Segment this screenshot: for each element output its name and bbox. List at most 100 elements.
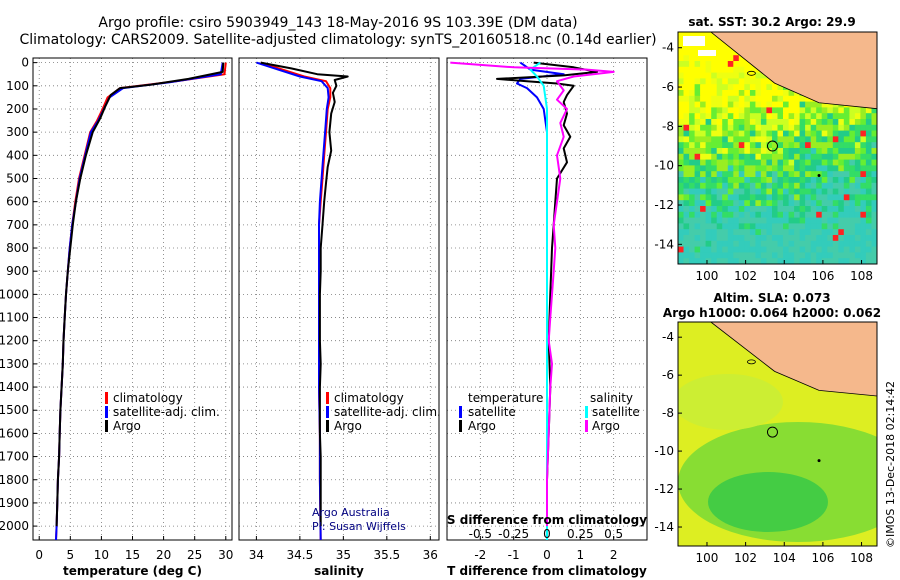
sst-pixel — [738, 90, 745, 97]
sst-pixel — [749, 113, 756, 120]
legend-swatch — [105, 392, 108, 404]
sst-pixel — [810, 136, 817, 143]
sst-pixel — [689, 142, 696, 149]
x-tick-label: 34.5 — [287, 548, 314, 562]
sst-pixel — [727, 124, 734, 132]
y-tick-label: 1500 — [0, 403, 29, 417]
sst-pixel — [783, 235, 789, 242]
sst-pixel — [854, 240, 861, 248]
sst-pixel — [805, 182, 812, 190]
sst-pixel — [772, 188, 778, 195]
sst-pixel — [749, 223, 756, 230]
sst-pixel — [760, 72, 767, 79]
sst-pixel — [772, 142, 778, 149]
sst-pixel — [832, 107, 839, 114]
sst-pixel — [689, 119, 696, 126]
sst-pixel — [854, 252, 861, 259]
sst-pixel — [794, 258, 801, 264]
sst-pixel — [705, 101, 712, 108]
sst-pixel — [854, 182, 861, 190]
sst-pixel — [749, 206, 756, 213]
sst-pixel — [788, 130, 795, 137]
argo-position-marker — [766, 426, 778, 438]
sst-pixel — [865, 130, 872, 137]
sst-pixel — [843, 188, 850, 195]
sst-pixel — [727, 61, 734, 68]
sst-pixel — [711, 229, 718, 236]
sst-pixel — [700, 200, 707, 207]
sst-pixel — [711, 119, 718, 126]
sst-pixel — [843, 258, 850, 264]
sst-pixel — [810, 200, 817, 207]
sst-pixel — [694, 32, 701, 39]
sst-pixel — [849, 188, 856, 195]
sst-pixel — [865, 246, 872, 253]
sst-pixel — [749, 200, 756, 207]
sst-pixel — [705, 223, 712, 230]
sst-pixel — [749, 159, 756, 166]
sst-pixel — [821, 113, 828, 120]
sst-pixel — [700, 235, 707, 242]
legend-label: satellite-adj. clim. — [334, 405, 441, 419]
sst-pixel — [678, 206, 684, 213]
sst-pixel — [766, 136, 773, 143]
sst-pixel — [860, 194, 867, 201]
y-tick-label: 200 — [6, 102, 29, 116]
sst-pixel — [777, 107, 784, 114]
sst-pixel — [738, 171, 745, 178]
sst-pixel — [705, 211, 712, 219]
sst-pixel — [744, 165, 751, 172]
sst-pixel — [849, 130, 856, 137]
sst-pixel — [716, 72, 723, 79]
sst-pixel — [832, 159, 839, 166]
sst-pixel — [689, 200, 696, 207]
sst-pixel — [827, 206, 834, 213]
sst-pixel — [805, 101, 812, 108]
sst-pixel — [749, 72, 756, 79]
sst-pixel — [733, 211, 740, 219]
sst-pixel — [860, 130, 867, 137]
sst-pixel — [821, 142, 828, 149]
series-line — [516, 61, 565, 540]
sst-pixel — [810, 194, 817, 201]
sst-pixel — [700, 211, 707, 219]
y-tick-label: -10 — [654, 159, 674, 173]
cloud-patch — [683, 36, 705, 46]
sst-pixel — [794, 119, 801, 126]
sst-pixel — [843, 119, 850, 126]
sst-pixel — [749, 177, 756, 184]
sst-pixel — [722, 124, 729, 132]
sst-pixel — [810, 258, 817, 264]
sst-pixel — [799, 113, 806, 120]
sst-pixel — [843, 107, 850, 114]
y-tick-label: 1700 — [0, 450, 29, 464]
legend-label: satellite-adj. clim. — [113, 405, 220, 419]
legend-swatch — [326, 420, 329, 432]
sst-pixel — [838, 107, 845, 114]
sst-pixel — [733, 258, 740, 264]
sst-pixel — [772, 136, 778, 143]
sst-pixel — [871, 177, 877, 184]
sst-pixel — [788, 177, 795, 184]
sst-pixel — [744, 61, 751, 68]
sst-pixel — [738, 194, 745, 201]
sst-pixel — [788, 101, 795, 108]
sst-pixel — [694, 61, 701, 68]
y-tick-label: 800 — [6, 241, 29, 255]
y-tick-label: 400 — [6, 148, 29, 162]
sst-pixel — [683, 113, 690, 120]
sst-pixel — [689, 55, 696, 62]
sst-pixel — [794, 235, 801, 242]
sst-pixel — [722, 84, 729, 91]
sst-pixel — [843, 171, 850, 178]
sst-pixel — [865, 124, 872, 132]
sst-pixel — [777, 217, 784, 224]
sst-pixel — [783, 194, 789, 201]
sst-pixel — [777, 177, 784, 184]
sst-pixel — [722, 211, 729, 219]
sst-pixel — [678, 136, 684, 143]
sst-pixel — [799, 252, 806, 259]
sst-pixel — [722, 171, 729, 178]
sst-pixel — [865, 113, 872, 120]
sst-pixel — [716, 148, 723, 155]
